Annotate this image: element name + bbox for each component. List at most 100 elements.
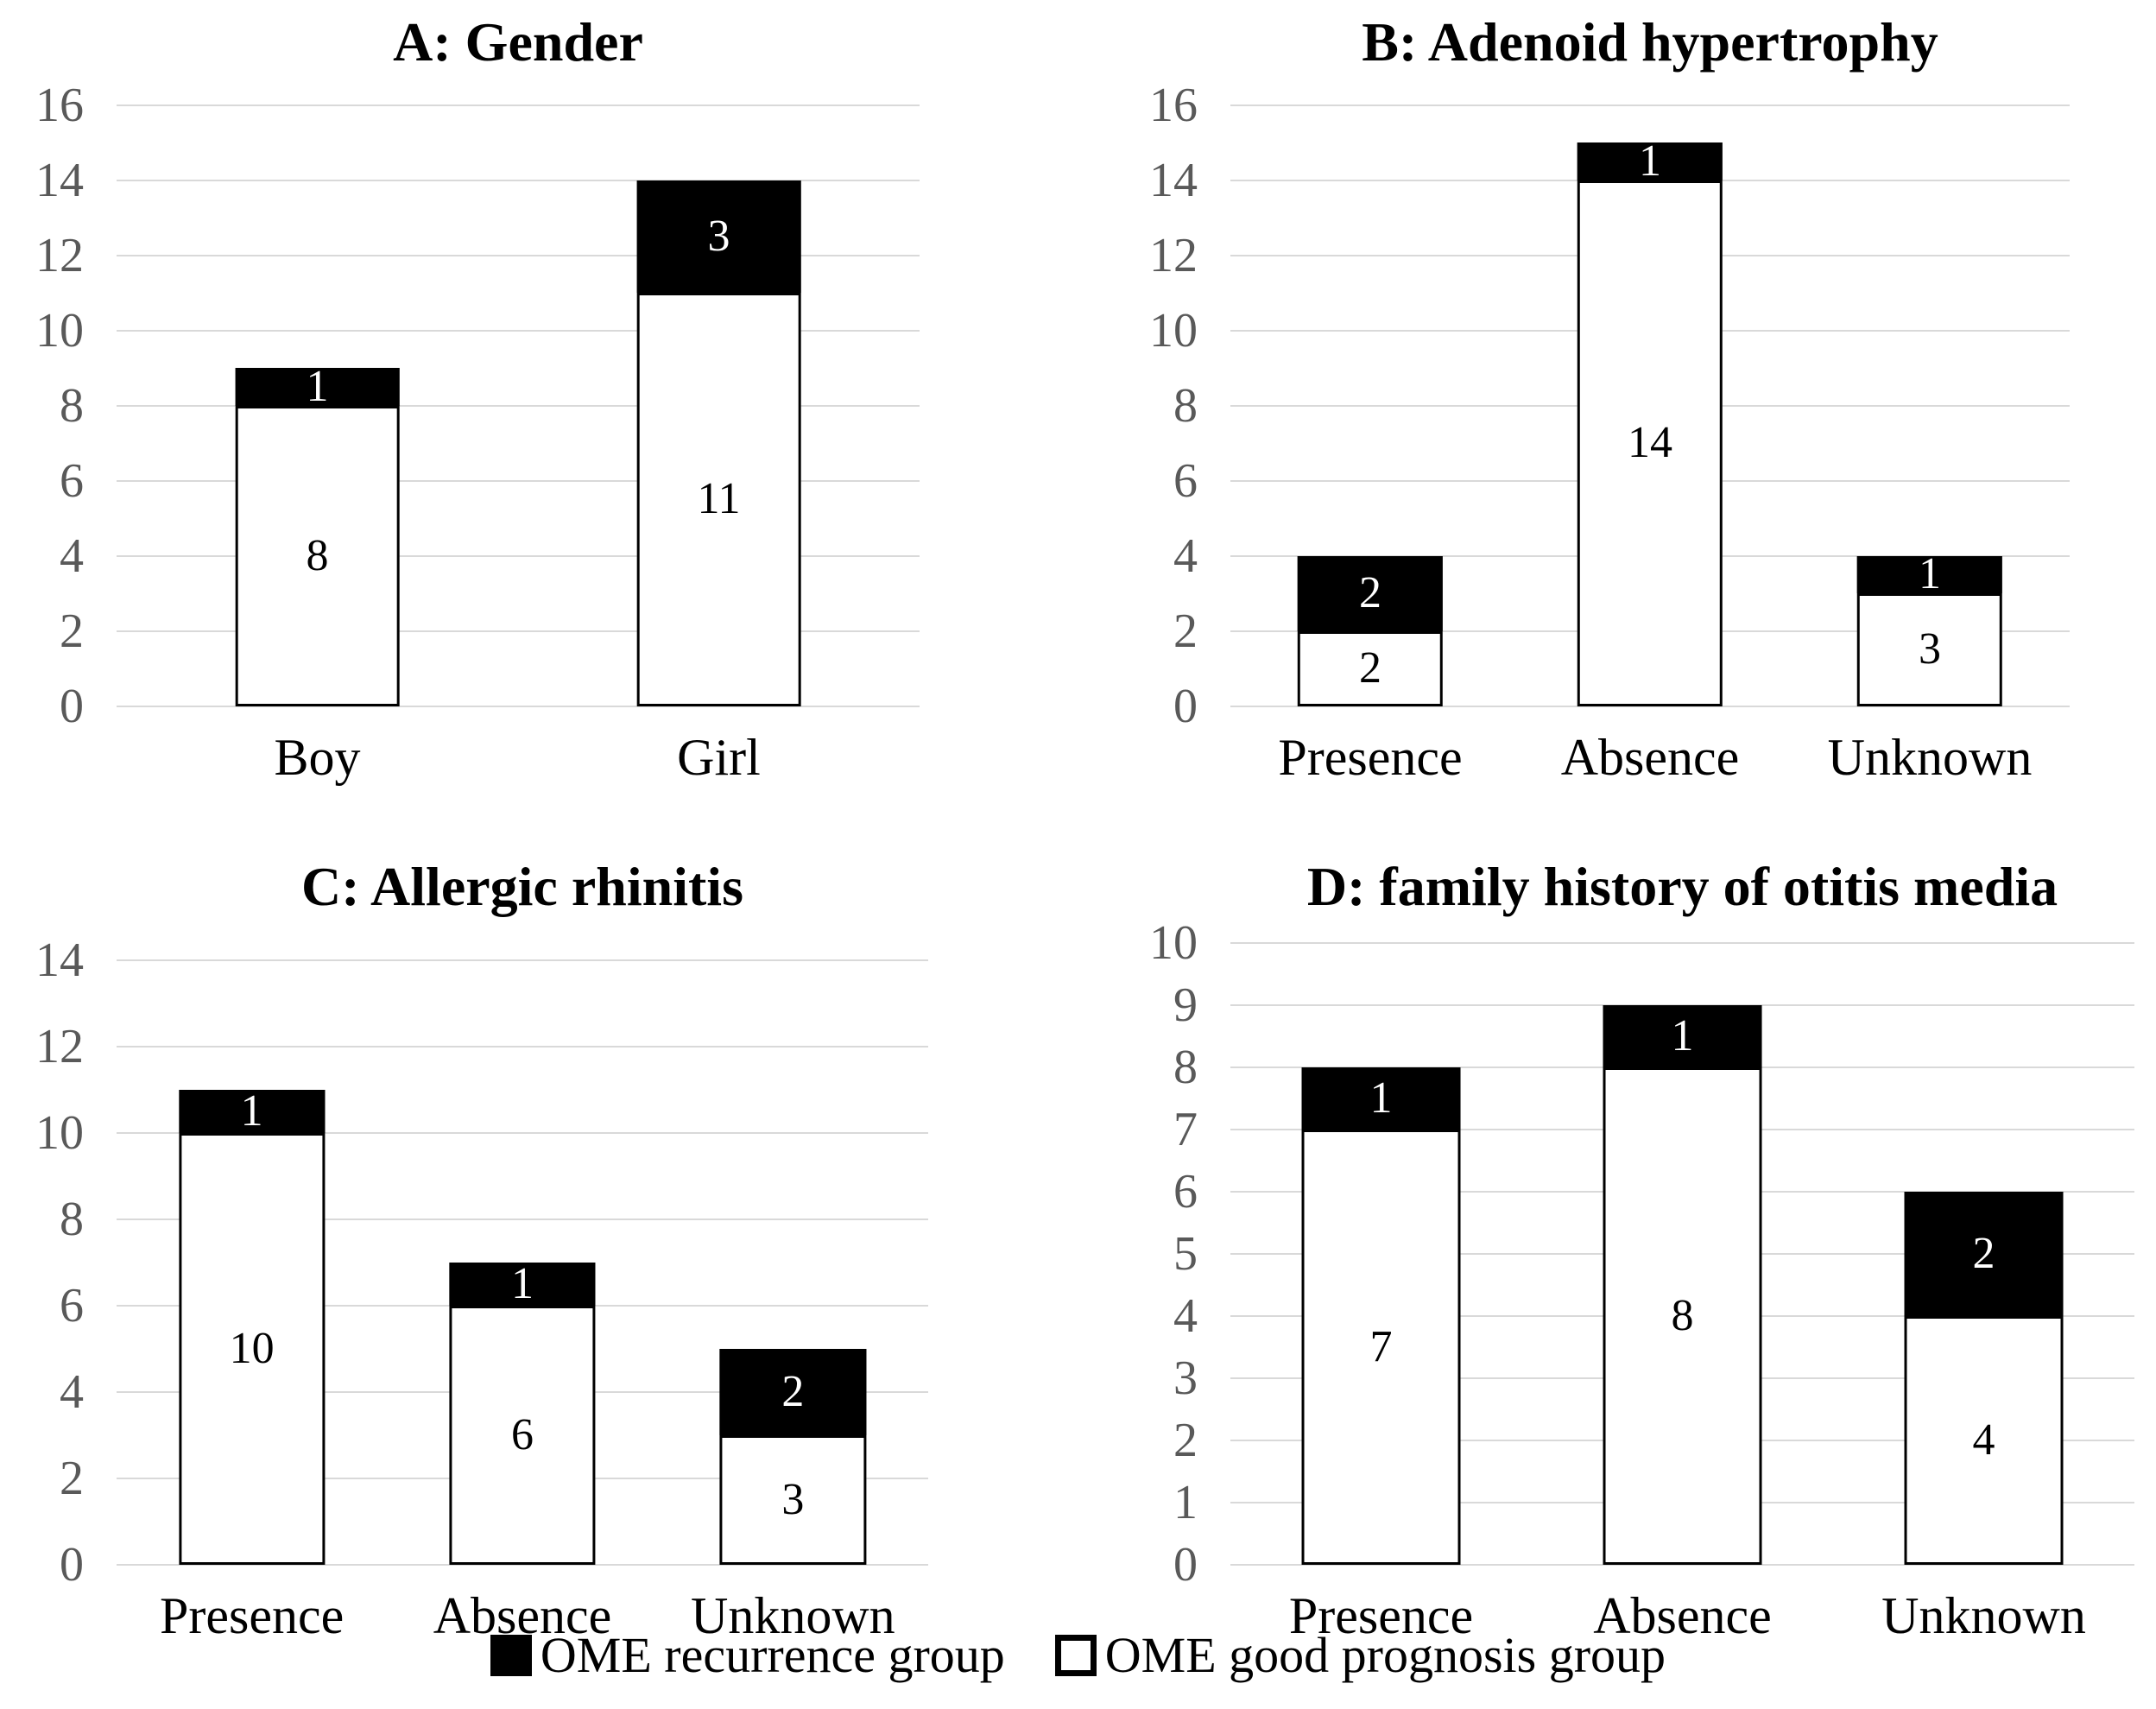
legend-swatch-black-square [490,1635,532,1676]
bar-value-label: 7 [1369,1321,1393,1371]
x-category-label: Unknown [1827,728,2033,786]
y-tick-label: 2 [60,604,84,658]
bar-segment-good-prognosis: 7 [1301,1129,1461,1565]
plot-area-a: 8 1 11 3 [117,104,920,707]
y-tick-label: 10 [1149,303,1198,358]
bar-segment-good-prognosis: 2 [1297,630,1444,706]
y-tick-label: 4 [1173,529,1198,583]
chart-title-b: B: Adenoid hypertrophy [1362,11,1938,73]
gridline [117,959,928,961]
bar-value-label: 1 [511,1258,534,1308]
y-tick-label: 9 [1173,978,1198,1032]
bar-value-label: 1 [1919,549,1941,599]
bar-value-label: 2 [1358,568,1381,618]
bar-value-label: 1 [1639,136,1661,186]
x-axis-a: Boy Girl [117,729,920,807]
bar-segment-good-prognosis: 10 [179,1132,326,1565]
y-tick-label: 5 [1173,1226,1198,1281]
bar-segment-good-prognosis: 11 [636,293,801,706]
bar-segment-recurrence: 2 [719,1348,866,1435]
x-category-label: Absence [1593,1586,1772,1644]
gridline [117,1045,928,1048]
bar-segment-recurrence: 2 [1904,1191,2064,1316]
bar-value-label: 1 [1369,1073,1393,1123]
y-tick-label: 6 [1173,1164,1198,1218]
chart-area-a: 0 2 4 6 8 10 12 14 16 8 1 11 3 [0,81,1079,731]
y-tick-label: 16 [1149,78,1198,132]
y-tick-label: 4 [1173,1288,1198,1343]
bar-segment-good-prognosis: 8 [1603,1067,1762,1565]
x-category-label: Presence [1278,728,1463,786]
gridline [1230,1563,2134,1566]
y-tick-label: 10 [35,1105,84,1160]
bar-segment-recurrence: 3 [636,180,801,294]
chart-area-b: 0 2 4 6 8 10 12 14 16 2 2 14 1 3 1 [1079,81,2156,731]
bar-segment-recurrence: 1 [179,1086,326,1136]
bar-value-label: 8 [306,530,329,580]
y-axis-d: 0 1 2 3 4 5 6 7 8 9 10 [1079,919,1230,1589]
bar-value-label: 6 [511,1409,534,1459]
gridline [117,104,920,106]
gridline [117,254,920,256]
legend: OME recurrence group OME good prognosis … [0,1614,2156,1709]
gridline [117,1218,928,1220]
panel-d-family-history: D: family history of otitis media 0 1 2 3 4 5… [1079,829,2156,1644]
gridline [1230,705,2070,707]
y-axis-c: 0 2 4 6 8 10 12 14 [0,936,117,1589]
gridline [117,1131,928,1134]
chart-area-c: 0 2 4 6 8 10 12 14 10 1 6 1 3 2 [0,936,1079,1589]
bar-value-label: 11 [697,474,741,524]
bar-value-label: 2 [781,1366,805,1416]
bar-value-label: 1 [240,1086,263,1136]
gridline [117,1563,928,1566]
y-tick-label: 8 [1173,378,1198,433]
bar-segment-recurrence: 1 [1301,1067,1461,1130]
x-category-label: Absence [433,1586,612,1644]
y-tick-label: 0 [1173,679,1198,733]
bar-segment-recurrence: 1 [449,1258,596,1308]
y-tick-label: 4 [60,1364,84,1419]
y-tick-label: 8 [60,378,84,433]
y-tick-label: 14 [1149,153,1198,207]
chart-title-a: A: Gender [393,11,643,73]
y-axis-a: 0 2 4 6 8 10 12 14 16 [0,81,117,731]
y-tick-label: 12 [1149,228,1198,282]
x-category-label: Unknown [690,1586,895,1644]
legend-item-good-prognosis: OME good prognosis group [1054,1627,1666,1683]
bar-value-label: 2 [1972,1228,1995,1278]
y-axis-b: 0 2 4 6 8 10 12 14 16 [1079,81,1230,731]
x-category-label: Girl [677,728,761,786]
bar-segment-good-prognosis: 8 [235,405,400,706]
bar-value-label: 4 [1972,1415,1995,1465]
gridline [117,179,920,181]
bar-segment-good-prognosis: 3 [719,1434,866,1565]
y-tick-label: 16 [35,78,84,132]
y-tick-label: 12 [35,1019,84,1073]
gridline [1230,941,2134,944]
chart-title-c: C: Allergic rhinitis [301,856,743,917]
y-tick-label: 0 [1173,1537,1198,1592]
y-tick-label: 0 [60,1537,84,1592]
y-tick-label: 8 [1173,1040,1198,1094]
bar-value-label: 8 [1671,1290,1694,1340]
legend-label-good-prognosis: OME good prognosis group [1104,1627,1666,1683]
bar-segment-good-prognosis: 4 [1904,1315,2064,1565]
bar-value-label: 14 [1628,418,1672,468]
bar-value-label: 3 [1919,624,1941,674]
legend-swatch-white-square [1054,1635,1097,1676]
y-tick-label: 0 [60,679,84,733]
y-tick-label: 1 [1173,1475,1198,1529]
y-tick-label: 14 [35,153,84,207]
bar-segment-recurrence: 1 [1603,1004,1762,1067]
x-axis-c: Presence Absence Unknown [117,1587,928,1665]
legend-item-recurrence: OME recurrence group [490,1630,1005,1681]
gridline [1230,104,2070,106]
bar-segment-recurrence: 1 [1856,552,2003,597]
x-category-label: Presence [160,1586,345,1644]
y-tick-label: 7 [1173,1102,1198,1156]
legend-label-recurrence: OME recurrence group [540,1627,1005,1683]
gridline [117,705,920,707]
x-category-label: Unknown [1881,1586,2086,1644]
bar-value-label: 1 [1671,1010,1694,1060]
